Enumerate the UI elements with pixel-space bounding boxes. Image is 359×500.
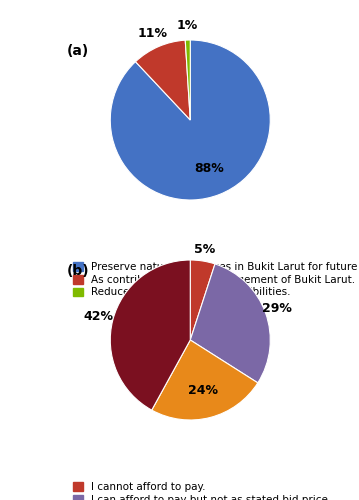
Legend: Preserve natural resources in Bukit Larut for future generations., As contributi: Preserve natural resources in Bukit Laru… (71, 261, 359, 298)
Text: 1%: 1% (177, 19, 198, 32)
Text: 11%: 11% (138, 27, 168, 40)
Wedge shape (190, 260, 215, 340)
Text: 24%: 24% (188, 384, 218, 397)
Wedge shape (185, 40, 190, 120)
Text: 88%: 88% (195, 162, 224, 175)
Legend: I cannot afford to pay., I can afford to pay but not as stated bid price., By co: I cannot afford to pay., I can afford to… (71, 481, 359, 500)
Wedge shape (135, 40, 190, 120)
Text: 29%: 29% (262, 302, 292, 316)
Wedge shape (190, 264, 270, 383)
Text: 5%: 5% (194, 242, 215, 256)
Text: (a): (a) (66, 44, 89, 58)
Text: 42%: 42% (84, 310, 114, 323)
Wedge shape (110, 260, 190, 410)
Wedge shape (110, 40, 270, 200)
Wedge shape (152, 340, 258, 420)
Text: (b): (b) (66, 264, 89, 278)
